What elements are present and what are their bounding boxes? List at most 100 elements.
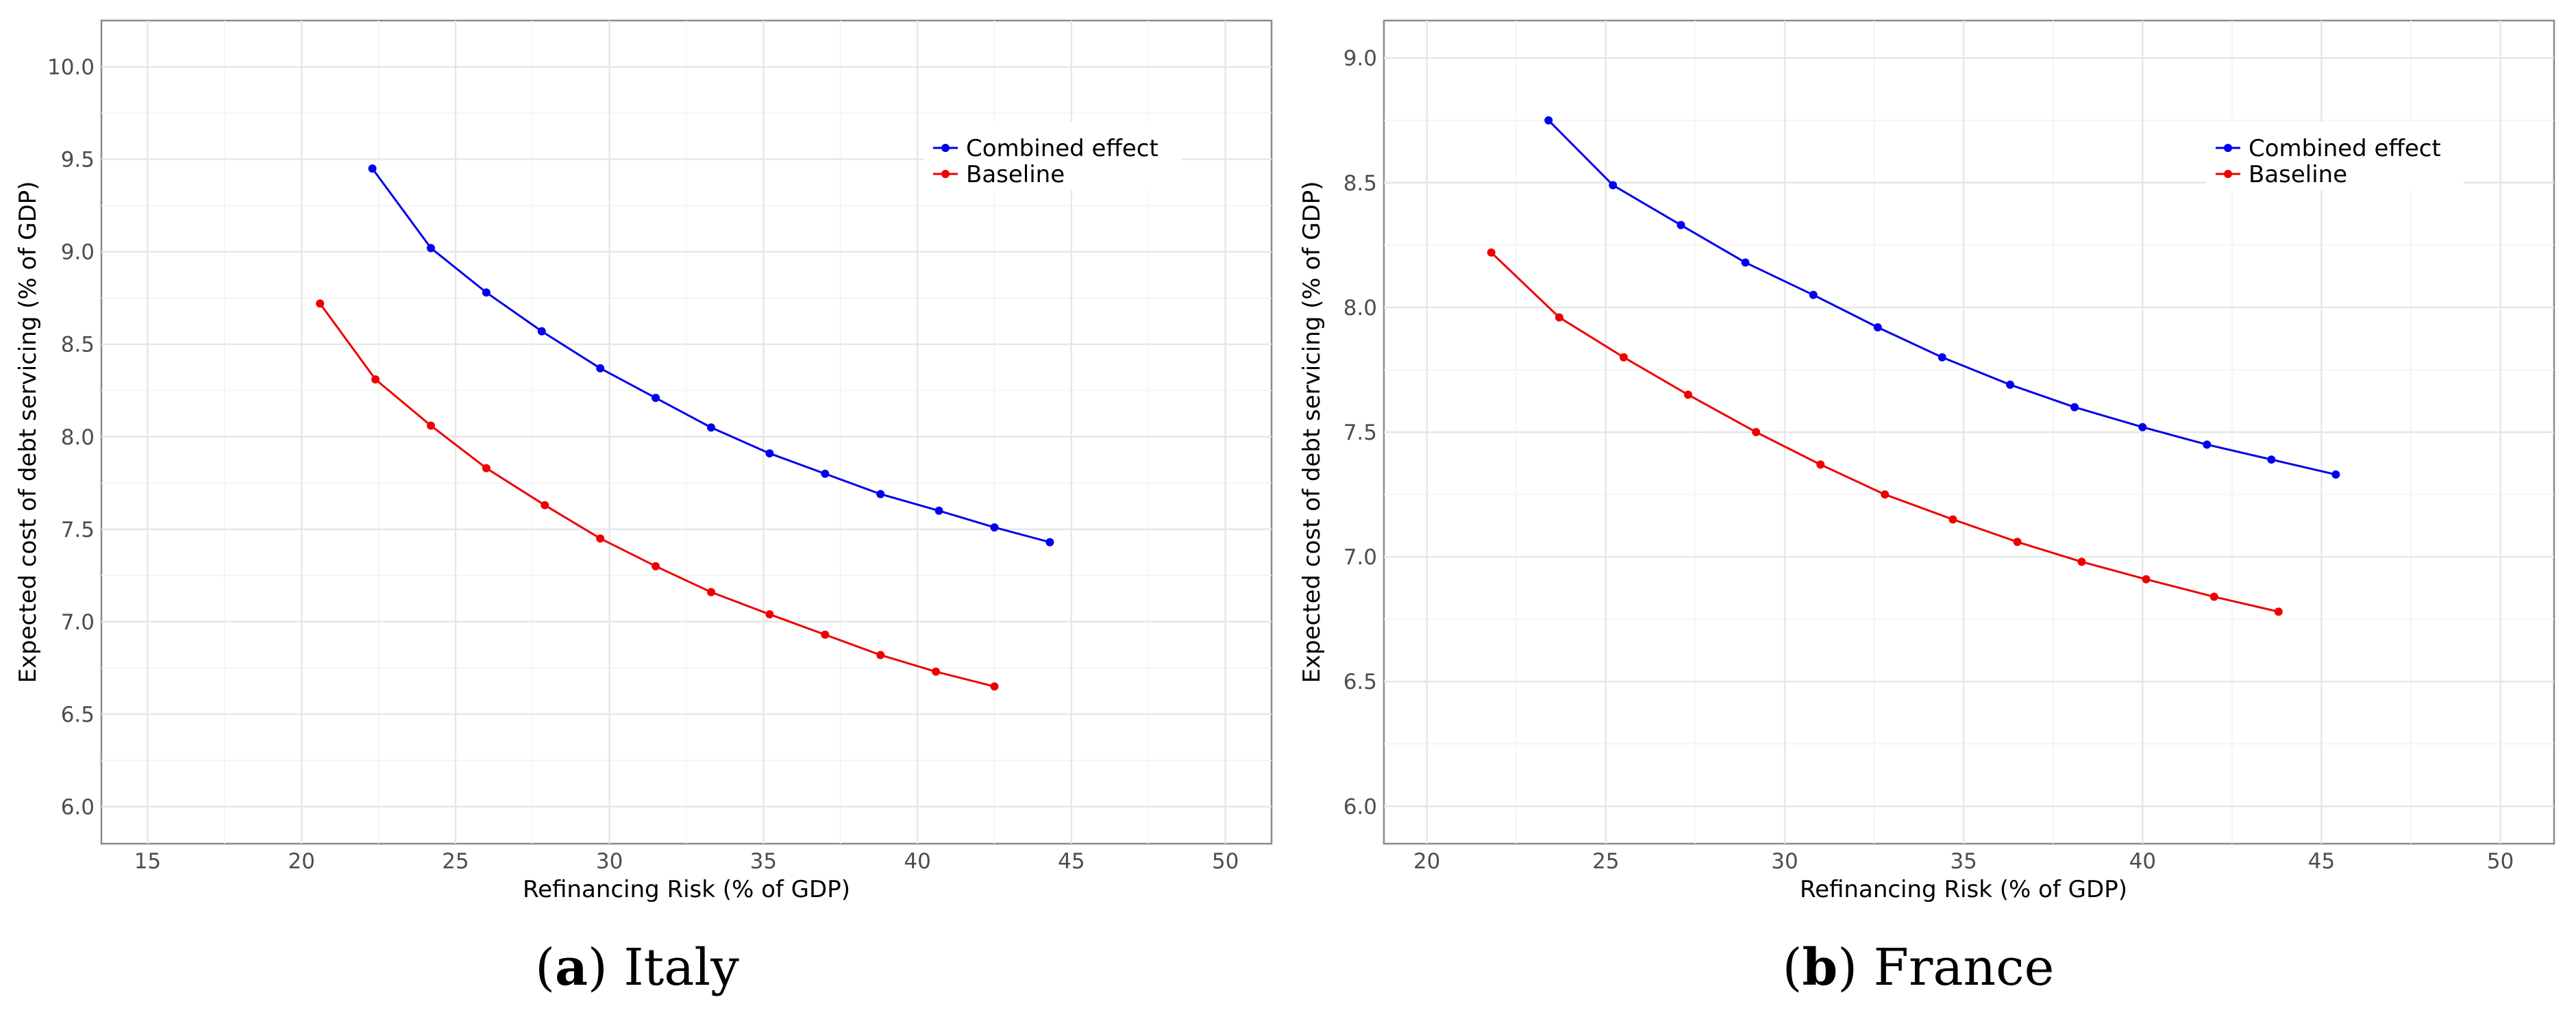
y-tick-label: 7.0 xyxy=(1343,545,1377,570)
y-tick-label: 9.0 xyxy=(1343,47,1377,71)
data-point-combined-effect xyxy=(2070,403,2079,412)
data-point-combined-effect xyxy=(990,523,999,532)
data-point-combined-effect xyxy=(1045,538,1054,546)
gridlines xyxy=(101,21,1272,844)
data-point-baseline xyxy=(1881,490,1890,499)
data-point-combined-effect xyxy=(2138,423,2147,431)
x-tick-label: 15 xyxy=(134,849,161,874)
caption-france: (b) France xyxy=(1783,938,2055,997)
y-tick-label: 10.0 xyxy=(47,55,95,80)
chart-panel-italy: 15 20 25 30 35 40 45 50 6.0 6.5 7.0 7.5 8.0 8.5 9.0 9.5… xyxy=(14,19,1273,997)
x-tick-label: 35 xyxy=(1950,849,1977,874)
data-point-baseline xyxy=(2209,592,2218,601)
data-point-combined-effect xyxy=(821,469,830,478)
legend-key-point-combined-effect xyxy=(2224,144,2232,152)
caption-letter: a xyxy=(555,938,588,997)
y-axis-label: Expected cost of debt servicing (% of GD… xyxy=(1298,181,1326,683)
data-point-combined-effect xyxy=(1937,353,1946,362)
data-point-baseline xyxy=(371,375,380,384)
x-tick-label: 30 xyxy=(596,849,623,874)
legend-label-baseline: Baseline xyxy=(966,161,1065,188)
caption-letter: b xyxy=(1802,938,1837,997)
y-tick-label: 9.0 xyxy=(61,240,95,265)
data-point-combined-effect xyxy=(1544,116,1553,125)
data-point-combined-effect xyxy=(2331,470,2340,479)
data-point-combined-effect xyxy=(482,288,491,297)
data-point-baseline xyxy=(2077,557,2086,566)
x-tick-label: 40 xyxy=(904,849,930,874)
caption-italy: (a) Italy xyxy=(535,938,739,997)
data-point-combined-effect xyxy=(934,506,943,515)
series-layer xyxy=(1487,116,2340,616)
data-point-baseline xyxy=(990,682,999,691)
x-tick-label: 20 xyxy=(288,849,314,874)
x-axis-label: Refinancing Risk (% of GDP) xyxy=(1800,876,2127,903)
y-tick-label: 9.5 xyxy=(61,148,95,173)
x-tick-label: 25 xyxy=(442,849,469,874)
data-point-combined-effect xyxy=(2006,380,2015,389)
data-point-combined-effect xyxy=(1873,323,1882,332)
data-point-baseline xyxy=(1752,428,1761,436)
x-tick-label: 30 xyxy=(1771,849,1798,874)
legend-box xyxy=(2206,122,2464,190)
data-point-combined-effect xyxy=(876,490,885,499)
tick-labels: 15 20 25 30 35 40 45 50 6.0 6.5 7.0 7.5 8.0 8.5 9.0 9.5… xyxy=(47,55,1239,874)
y-tick-label: 6.0 xyxy=(61,795,95,820)
data-point-baseline xyxy=(652,562,660,570)
data-point-combined-effect xyxy=(2267,455,2276,464)
legend-key-point-baseline xyxy=(941,170,950,178)
data-point-baseline xyxy=(316,299,325,308)
data-point-baseline xyxy=(1683,390,1692,399)
data-point-baseline xyxy=(1555,313,1563,322)
y-tick-label: 8.0 xyxy=(61,425,95,450)
y-tick-label: 8.0 xyxy=(1343,296,1377,320)
data-point-baseline xyxy=(1619,353,1628,362)
y-tick-label: 7.5 xyxy=(1343,420,1377,445)
data-point-baseline xyxy=(482,464,491,473)
x-tick-label: 50 xyxy=(1212,849,1239,874)
data-point-combined-effect xyxy=(596,364,605,373)
y-tick-label: 8.5 xyxy=(61,333,95,357)
legend-box xyxy=(924,122,1181,190)
data-point-baseline xyxy=(1487,248,1496,257)
data-point-combined-effect xyxy=(1741,258,1750,267)
data-point-baseline xyxy=(1948,515,1957,524)
caption-text: Italy xyxy=(623,938,739,997)
tick-labels: 20 25 30 35 40 45 50 6.0 6.5 7.0 7.5 8.0 8.5 9.0 xyxy=(1343,47,2514,874)
data-point-baseline xyxy=(596,534,605,543)
data-point-combined-effect xyxy=(1676,221,1685,229)
data-point-baseline xyxy=(932,667,941,676)
data-point-combined-effect xyxy=(706,423,715,432)
x-tick-label: 20 xyxy=(1413,849,1440,874)
legend-label-combined-effect: Combined effect xyxy=(2249,135,2441,162)
data-point-combined-effect xyxy=(426,244,435,253)
data-point-combined-effect xyxy=(765,449,774,458)
data-point-baseline xyxy=(541,501,549,510)
data-point-baseline xyxy=(765,610,774,619)
x-tick-label: 45 xyxy=(1058,849,1085,874)
chart-panel-france: 20 25 30 35 40 45 50 6.0 6.5 7.0 7.5 8.0 8.5 9.0 Refi… xyxy=(1298,19,2555,997)
data-point-baseline xyxy=(2274,607,2283,616)
x-tick-label: 35 xyxy=(750,849,777,874)
data-point-baseline xyxy=(426,421,435,430)
legend-key-point-baseline xyxy=(2224,170,2232,178)
legend-label-baseline: Baseline xyxy=(2249,161,2347,188)
y-tick-label: 6.0 xyxy=(1343,794,1377,819)
data-point-baseline xyxy=(2013,538,2022,546)
y-tick-label: 7.5 xyxy=(61,518,95,542)
x-axis-label: Refinancing Risk (% of GDP) xyxy=(523,876,850,903)
legend-key-point-combined-effect xyxy=(941,144,950,152)
data-point-combined-effect xyxy=(368,164,377,173)
x-tick-label: 45 xyxy=(2308,849,2335,874)
y-tick-label: 7.0 xyxy=(61,610,95,635)
data-point-combined-effect xyxy=(2203,440,2212,449)
x-tick-label: 25 xyxy=(1592,849,1619,874)
y-tick-label: 6.5 xyxy=(1343,670,1377,694)
y-tick-label: 8.5 xyxy=(1343,171,1377,196)
data-point-combined-effect xyxy=(652,394,660,403)
data-point-baseline xyxy=(821,630,830,639)
legend-label-combined-effect: Combined effect xyxy=(966,135,1159,162)
data-point-baseline xyxy=(876,651,885,659)
